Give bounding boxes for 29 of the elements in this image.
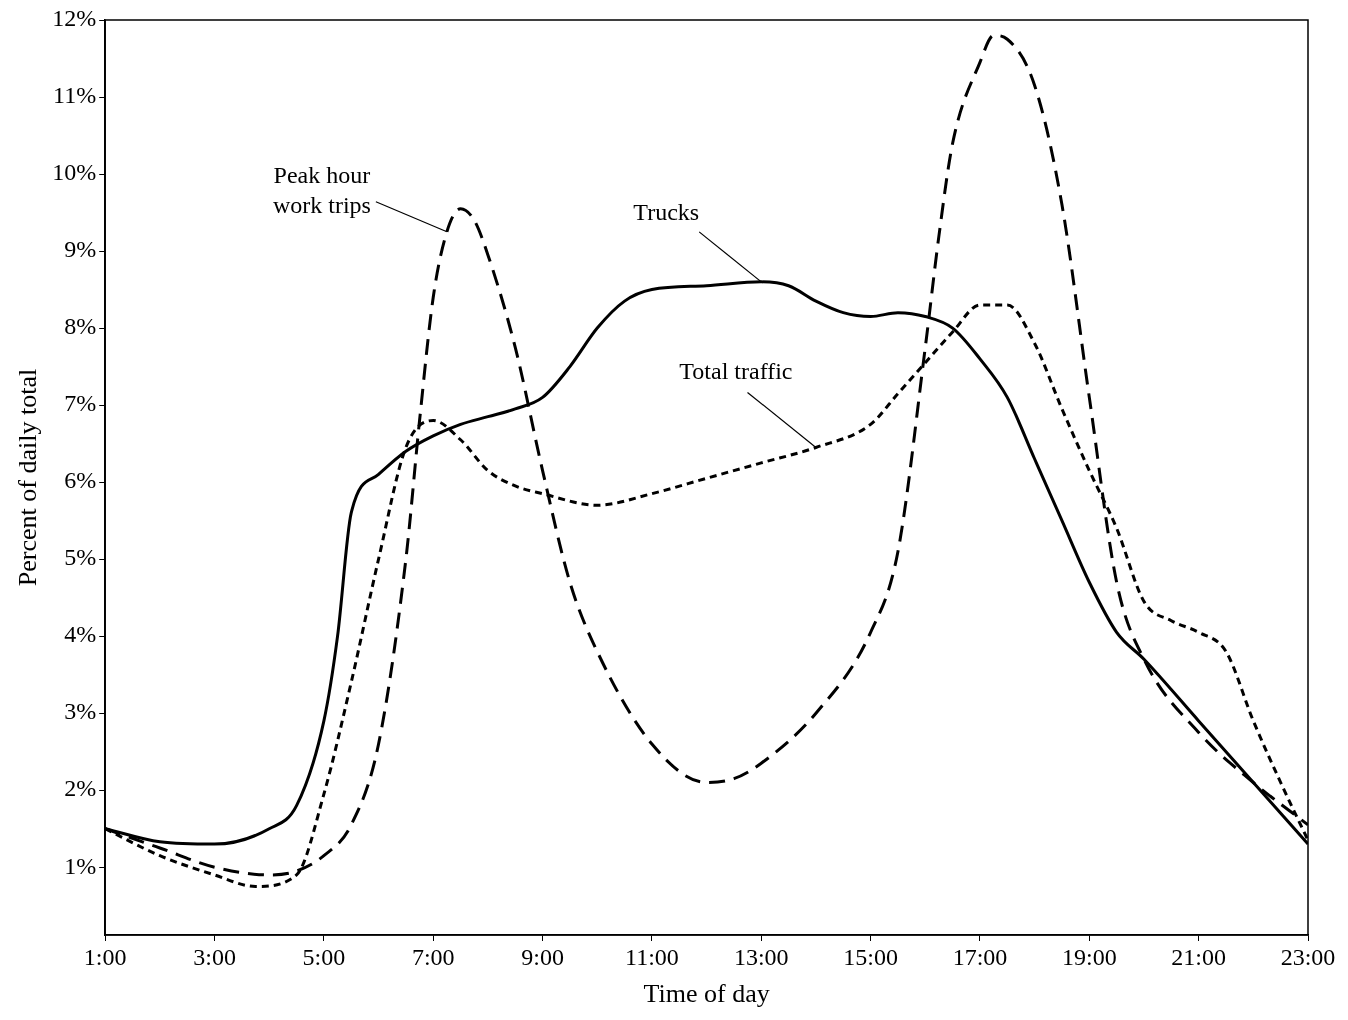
annotation: Peak hour work trips (272, 162, 371, 219)
x-tick-label: 9:00 (521, 943, 564, 970)
y-tick-label: 9% (64, 236, 97, 263)
y-axis-title: Percent of daily total (13, 368, 43, 587)
x-tick-label: 11:00 (625, 943, 679, 970)
x-tick-label: 15:00 (843, 943, 898, 970)
x-tick-label: 21:00 (1171, 943, 1226, 970)
x-tick-label: 13:00 (733, 943, 789, 970)
y-tick-label: 1% (64, 852, 97, 879)
annotation: Trucks (633, 199, 700, 226)
x-tick-label: 1:00 (83, 943, 127, 970)
x-tick-label: 23:00 (1280, 943, 1336, 970)
y-tick-label: 4% (64, 621, 97, 648)
x-tick-label: 7:00 (411, 943, 455, 970)
y-tick-label: 2% (64, 775, 97, 802)
y-tick-label: 8% (64, 313, 97, 340)
x-tick-label: 3:00 (193, 943, 236, 970)
y-tick-label: 3% (64, 698, 97, 725)
annotation: Total traffic (679, 357, 793, 384)
y-tick-label: 5% (64, 544, 97, 571)
x-tick-label: 17:00 (952, 943, 1008, 970)
x-tick-label: 19:00 (1061, 943, 1117, 970)
y-tick-label: 7% (64, 390, 97, 417)
x-tick-label: 5:00 (302, 943, 346, 970)
y-tick-label: 6% (64, 467, 97, 494)
x-axis-title: Time of day (643, 979, 770, 1009)
y-tick-label: 10% (52, 159, 97, 186)
y-tick-label: 11% (53, 82, 97, 109)
y-tick-label: 12% (52, 5, 97, 32)
